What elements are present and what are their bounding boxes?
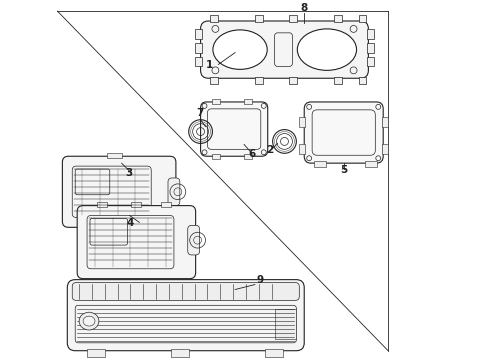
Bar <box>195 57 201 66</box>
Bar <box>334 15 342 22</box>
FancyBboxPatch shape <box>188 225 199 255</box>
Text: 9: 9 <box>257 275 264 285</box>
Text: 7: 7 <box>196 108 204 118</box>
Text: 3: 3 <box>125 168 133 178</box>
FancyBboxPatch shape <box>304 102 383 163</box>
Bar <box>368 29 374 39</box>
Bar <box>161 202 171 207</box>
Ellipse shape <box>213 30 267 69</box>
FancyBboxPatch shape <box>72 283 299 300</box>
Bar <box>87 349 105 357</box>
Text: 4: 4 <box>126 218 134 228</box>
Bar <box>213 154 220 159</box>
Bar <box>195 43 201 53</box>
Text: 5: 5 <box>340 165 347 175</box>
Bar <box>290 15 297 22</box>
Bar <box>314 161 326 167</box>
Bar <box>368 43 374 53</box>
Bar <box>131 202 141 207</box>
Bar <box>97 202 107 207</box>
Bar <box>255 77 263 84</box>
FancyBboxPatch shape <box>168 178 180 206</box>
Bar <box>195 29 201 39</box>
Bar <box>299 117 305 127</box>
Bar <box>210 15 219 22</box>
Bar <box>382 117 388 127</box>
Bar <box>274 309 296 339</box>
Text: 2: 2 <box>266 145 273 155</box>
Ellipse shape <box>83 316 95 326</box>
Bar <box>359 15 367 22</box>
FancyBboxPatch shape <box>77 206 196 279</box>
Text: 6: 6 <box>248 149 255 159</box>
Bar <box>290 77 297 84</box>
FancyBboxPatch shape <box>200 21 368 78</box>
Bar <box>244 154 252 159</box>
Ellipse shape <box>79 312 99 330</box>
Bar <box>107 153 122 158</box>
FancyBboxPatch shape <box>62 156 176 227</box>
Bar <box>244 99 252 104</box>
FancyBboxPatch shape <box>67 280 304 351</box>
Bar <box>255 15 263 22</box>
Bar <box>213 99 220 104</box>
Bar <box>210 77 219 84</box>
Bar <box>368 57 374 66</box>
FancyBboxPatch shape <box>200 102 268 156</box>
Bar <box>334 77 342 84</box>
Text: 8: 8 <box>300 3 308 13</box>
Bar <box>382 144 388 154</box>
Bar <box>171 349 189 357</box>
Text: 1: 1 <box>205 60 213 71</box>
Ellipse shape <box>297 29 357 70</box>
Bar <box>299 144 305 154</box>
FancyBboxPatch shape <box>274 33 293 66</box>
Bar <box>359 77 367 84</box>
Bar <box>366 161 377 167</box>
Bar <box>265 349 283 357</box>
